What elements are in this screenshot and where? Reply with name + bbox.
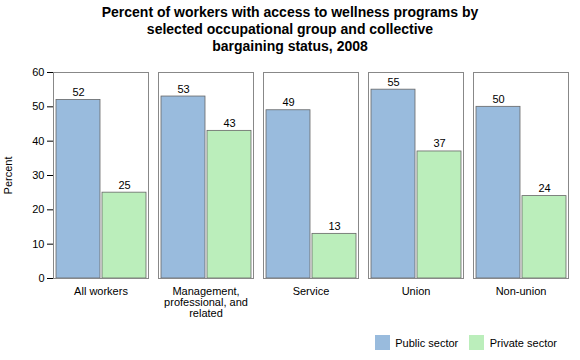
- svg-text:49: 49: [282, 97, 294, 109]
- svg-text:53: 53: [177, 83, 189, 95]
- svg-text:Service: Service: [293, 286, 330, 298]
- html-text:Private sector: Private sector: [489, 336, 557, 349]
- html-text:Percent of workers with access: Percent of workers with access to wellne…: [101, 4, 479, 54]
- svg-text:55: 55: [387, 76, 399, 88]
- svg-text:52: 52: [72, 86, 84, 98]
- svg-text:50: 50: [32, 101, 44, 113]
- svg-text:60: 60: [32, 66, 44, 78]
- svg-text:10: 10: [32, 238, 44, 250]
- svg-text:40: 40: [32, 135, 44, 147]
- svg-text:Management,professional, andre: Management,professional, andrelated: [164, 286, 248, 320]
- svg-text:30: 30: [32, 169, 44, 181]
- svg-text:20: 20: [32, 204, 44, 216]
- svg-text:25: 25: [118, 179, 130, 191]
- svg-text:Non-union: Non-union: [496, 286, 547, 298]
- svg-text:24: 24: [538, 182, 550, 194]
- html-text:Public sector: Public sector: [395, 336, 459, 349]
- svg-text:Union: Union: [402, 286, 431, 298]
- svg-text:Percent: Percent: [2, 157, 14, 195]
- svg-text:All workers: All workers: [74, 286, 128, 298]
- svg-text:13: 13: [328, 220, 340, 232]
- svg-text:50: 50: [492, 93, 504, 105]
- svg-text:37: 37: [433, 138, 445, 150]
- svg-text:0: 0: [38, 272, 44, 284]
- svg-text:43: 43: [223, 117, 235, 129]
